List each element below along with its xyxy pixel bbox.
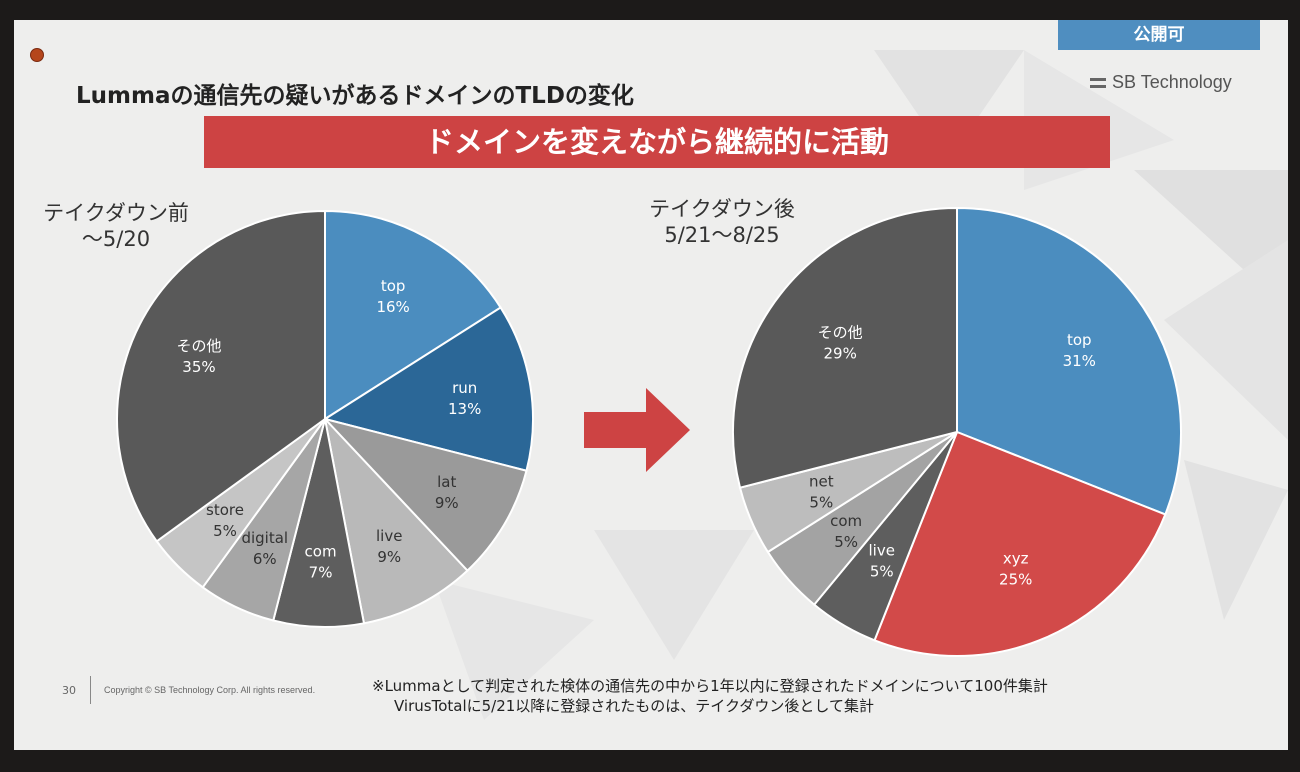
before-slice-label-run: run — [452, 379, 477, 397]
after-slice-value-live: 5% — [870, 562, 894, 580]
before-slice-label-digital: digital — [241, 529, 288, 547]
brand-mark-icon — [1090, 78, 1106, 89]
slide: 公開可 SB Technology Lummaの通信先の疑いがあるドメインのTL… — [14, 20, 1288, 750]
right-chart-caption: テイクダウン後 5/21～8/25 — [642, 196, 802, 248]
after-slice-その他 — [732, 206, 958, 489]
footnote-2: VirusTotalに5/21以降に登録されたものは、テイクダウン後として集計 — [394, 697, 874, 715]
before-slice-value-lat: 9% — [435, 494, 459, 512]
before-slice-value-top: 16% — [376, 298, 409, 316]
footer-divider — [90, 676, 91, 704]
page-number: 30 — [62, 684, 76, 697]
after-slice-value-com: 5% — [834, 533, 858, 551]
after-slice-label-live: live — [869, 541, 895, 559]
after-slice-value-xyz: 25% — [999, 571, 1032, 589]
left-chart-caption: テイクダウン前 ～5/20 — [36, 200, 196, 252]
brand-name: SB Technology — [1112, 72, 1232, 92]
before-slice-value-live: 9% — [377, 548, 401, 566]
before-slice-label-その他: その他 — [176, 337, 221, 355]
before-slice-top — [324, 209, 503, 421]
after-slice-value-net: 5% — [809, 494, 833, 512]
pie-chart-before: top 16% run 13% lat 9% live 9% com 7% digital 6% sto… — [116, 209, 534, 628]
public-badge: 公開可 — [1058, 20, 1260, 50]
left-chart-period: ～5/20 — [81, 227, 151, 251]
after-slice-xyz — [873, 430, 1167, 657]
after-slice-label-その他: その他 — [818, 323, 863, 341]
right-chart-period: 5/21～8/25 — [664, 223, 780, 247]
after-slice-value-top: 31% — [1063, 352, 1096, 370]
after-slice-label-net: net — [809, 473, 834, 491]
left-chart-title: テイクダウン前 — [43, 201, 189, 225]
after-slice-top — [956, 206, 1182, 516]
after-slice-label-top: top — [1067, 331, 1092, 349]
brand-logo: SB Technology — [1090, 72, 1232, 93]
before-slice-label-store: store — [206, 501, 244, 519]
slide-title: Lummaの通信先の疑いがあるドメインのTLDの変化 — [76, 83, 634, 109]
before-slice-label-live: live — [376, 527, 402, 545]
before-slice-live — [323, 415, 469, 625]
before-slice-label-com: com — [305, 542, 337, 560]
before-slice-label-top: top — [381, 277, 406, 295]
before-slice-value-その他: 35% — [182, 358, 215, 376]
copyright: Copyright © SB Technology Corp. All righ… — [104, 685, 316, 695]
headline-banner: ドメインを変えながら継続的に活動 — [204, 116, 1110, 168]
before-slice-run — [322, 306, 534, 472]
before-slice-lat — [321, 417, 528, 573]
after-slice-value-その他: 29% — [824, 344, 857, 362]
before-slice-label-lat: lat — [437, 473, 456, 491]
right-arrow-icon — [584, 388, 690, 472]
before-slice-その他 — [116, 209, 326, 543]
before-slice-value-digital: 6% — [253, 550, 277, 568]
right-chart-title: テイクダウン後 — [649, 197, 795, 221]
before-slice-value-com: 7% — [309, 563, 333, 581]
logo-icon — [30, 48, 44, 62]
before-slice-value-store: 5% — [213, 522, 237, 540]
after-slice-label-com: com — [830, 512, 862, 530]
before-slice-value-run: 13% — [448, 400, 481, 418]
after-slice-label-xyz: xyz — [1003, 550, 1029, 568]
footnote-1: ※Lummaとして判定された検体の通信先の中から1年以内に登録されたドメインにつ… — [372, 677, 1048, 695]
